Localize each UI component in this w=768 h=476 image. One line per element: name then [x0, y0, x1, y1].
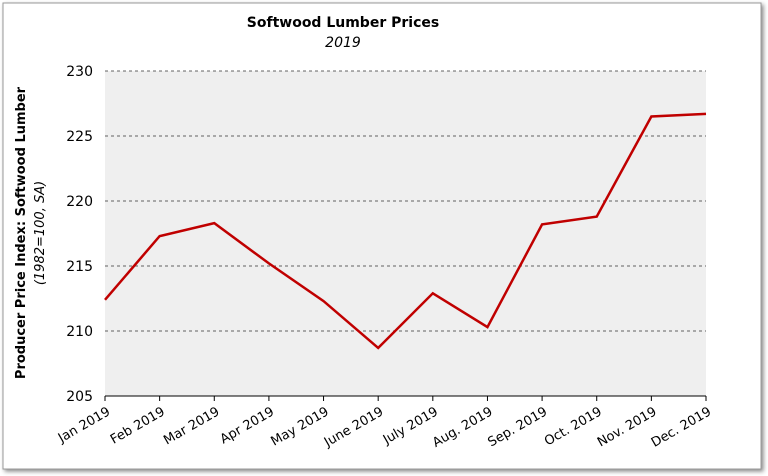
y-axis-label: Producer Price Index: Softwood Lumber [14, 86, 29, 379]
y-tick-label: 220 [66, 194, 93, 210]
data-line [104, 112, 707, 350]
chart-subtitle: 2019 [325, 35, 361, 51]
y-axis-note: (1982=100, SA) [33, 181, 48, 285]
y-tick-label: 205 [66, 389, 93, 405]
y-tick-label: 210 [66, 324, 93, 340]
y-tick-label: 225 [66, 129, 93, 145]
plot-area [105, 71, 706, 396]
chart-title: Softwood Lumber Prices [247, 15, 439, 31]
y-tick-label: 230 [66, 64, 93, 80]
y-tick-label: 215 [66, 259, 93, 275]
